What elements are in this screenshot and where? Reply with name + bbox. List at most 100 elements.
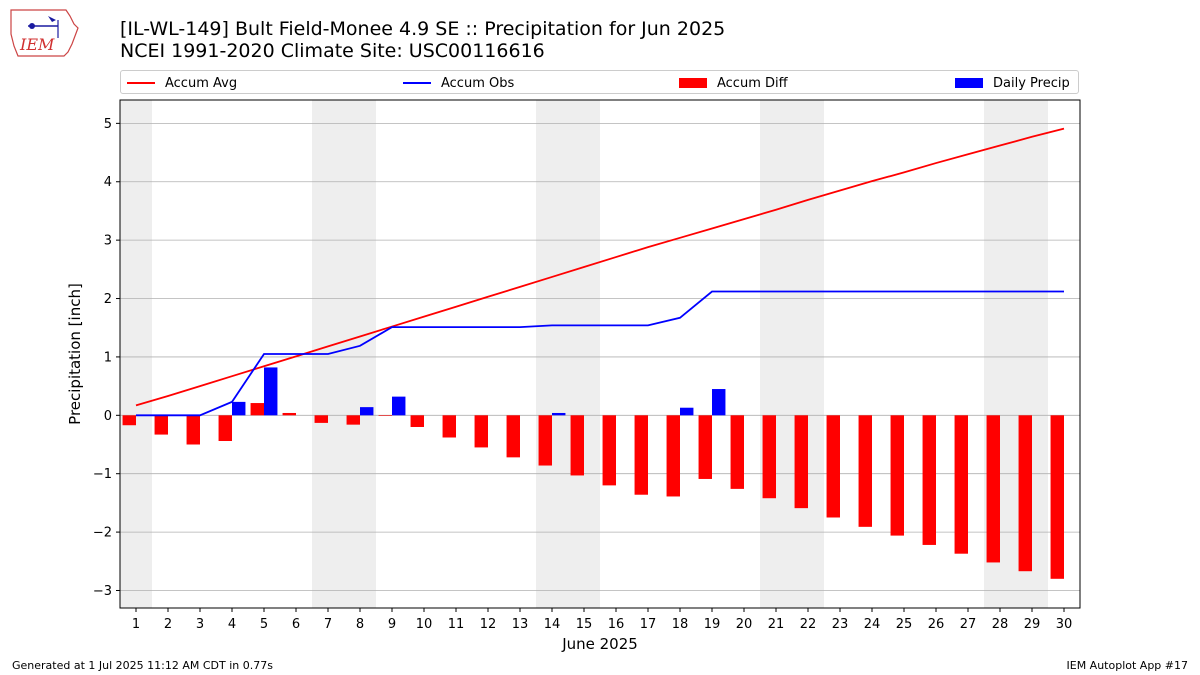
x-tick-label-14: 14 <box>544 617 561 632</box>
y-axis-label: Precipitation [inch] <box>66 283 84 425</box>
x-tick-label-24: 24 <box>864 617 881 632</box>
accum-avg-line <box>135 127 1065 407</box>
accum-diff-bar-7 <box>314 415 328 423</box>
plot-frame <box>119 99 1081 609</box>
accum-diff-bar-26 <box>922 415 936 545</box>
accum-diff-bar-11 <box>442 415 456 438</box>
accum-diff-bar-20 <box>730 415 744 489</box>
accum-diff-bar-19 <box>698 415 712 479</box>
generated-timestamp: Generated at 1 Jul 2025 11:12 AM CDT in … <box>12 659 273 672</box>
legend-label-daily-precip: Daily Precip <box>993 75 1070 91</box>
y-tick-label-1: 1 <box>104 350 112 365</box>
x-tick-label-3: 3 <box>196 617 204 632</box>
iowa-outline-icon <box>10 9 79 57</box>
legend-item-accum-avg: Accum Avg <box>127 74 237 92</box>
legend-item-daily-precip: Daily Precip <box>955 74 1070 92</box>
accum-diff-bar-14 <box>538 415 552 466</box>
legend-swatch-accum-obs <box>403 82 431 84</box>
accum-diff-bar-5 <box>250 403 264 416</box>
x-tick-label-7: 7 <box>324 617 332 632</box>
accum-obs-line <box>136 290 1064 417</box>
accum-diff-bar-25 <box>890 415 904 536</box>
accum-diff-bar-12 <box>474 415 488 448</box>
accum-diff-bar-10 <box>410 415 424 427</box>
x-tick-label-16: 16 <box>608 617 625 632</box>
accum-diff-bar-13 <box>506 415 520 458</box>
plot-border <box>119 99 1081 609</box>
y-tick-label-4: 4 <box>104 175 112 190</box>
accum-diff-bar-21 <box>762 415 776 499</box>
x-tick-label-18: 18 <box>672 617 689 632</box>
daily-precip-bar-14 <box>552 412 566 416</box>
accum-diff-bar-30 <box>1050 415 1064 579</box>
y-tick-label--3: −3 <box>93 584 112 599</box>
weekend-band-22 <box>792 100 824 608</box>
x-tick-label-28: 28 <box>992 617 1009 632</box>
accum-diff-bar-23 <box>826 415 840 518</box>
legend-swatch-accum-diff <box>679 78 707 88</box>
accum-diff-bar-3 <box>186 415 200 445</box>
x-tick-label-25: 25 <box>896 617 913 632</box>
x-tick-label-21: 21 <box>768 617 785 632</box>
legend: Accum Avg Accum Obs Accum Diff Daily Pre… <box>120 70 1079 94</box>
daily-precip-bar-18 <box>680 407 694 416</box>
x-tick-label-10: 10 <box>416 617 433 632</box>
legend-swatch-daily-precip <box>955 78 983 88</box>
legend-swatch-accum-avg <box>127 82 155 84</box>
accum-diff-bar-27 <box>954 415 968 554</box>
legend-label-accum-diff: Accum Diff <box>717 75 788 91</box>
x-tick-label-19: 19 <box>704 617 721 632</box>
legend-label-accum-obs: Accum Obs <box>441 75 515 91</box>
axis-ticks: 1 2 3 4 5 6 7 8 9 10 11 12 13 14 15 16 17 18 19 20 21 22 23 24 2… <box>93 117 1072 632</box>
accum-diff-bar-28 <box>986 415 1000 563</box>
chart-title: [IL-WL-149] Bult Field-Monee 4.9 SE :: P… <box>120 18 726 40</box>
chart-subtitle: NCEI 1991-2020 Climate Site: USC00116616 <box>120 40 545 62</box>
series-lines <box>135 127 1065 417</box>
x-tick-label-22: 22 <box>800 617 817 632</box>
accum-diff-bar-29 <box>1018 415 1032 572</box>
accum-diff-bar-8 <box>346 415 360 425</box>
accum-diff-bar-9 <box>378 415 392 416</box>
weekend-band-14 <box>536 100 568 608</box>
accum-diff-bar-17 <box>634 415 648 495</box>
daily-precip-bar-4 <box>232 401 246 416</box>
bars <box>122 367 1064 579</box>
weekend-band-21 <box>760 100 792 608</box>
x-tick-label-23: 23 <box>832 617 849 632</box>
accum-diff-bar-1 <box>122 415 136 426</box>
weekend-band-8 <box>344 100 376 608</box>
accum-diff-bar-16 <box>602 415 616 486</box>
accum-diff-bar-22 <box>794 415 808 509</box>
x-tick-label-6: 6 <box>292 617 300 632</box>
legend-item-accum-obs: Accum Obs <box>403 74 514 92</box>
daily-precip-bar-19 <box>712 389 726 416</box>
x-tick-label-13: 13 <box>512 617 529 632</box>
weekend-band-1 <box>120 100 152 608</box>
x-tick-label-20: 20 <box>736 617 753 632</box>
x-tick-label-12: 12 <box>480 617 497 632</box>
y-tick-label-3: 3 <box>104 234 112 249</box>
daily-precip-bar-8 <box>360 407 374 416</box>
x-tick-label-8: 8 <box>356 617 364 632</box>
app-credit: IEM Autoplot App #17 <box>1066 659 1189 672</box>
accum-diff-bar-4 <box>218 415 232 442</box>
y-tick-label-0: 0 <box>104 409 112 424</box>
legend-item-accum-diff: Accum Diff <box>679 74 788 92</box>
y-tick-label-5: 5 <box>104 117 112 132</box>
x-tick-label-29: 29 <box>1024 617 1041 632</box>
accum-diff-bar-24 <box>858 415 872 527</box>
x-tick-label-11: 11 <box>448 617 465 632</box>
iem-logo: IEM <box>8 6 80 58</box>
legend-label-accum-avg: Accum Avg <box>165 75 238 91</box>
accum-diff-bar-2 <box>154 415 168 435</box>
x-tick-label-30: 30 <box>1056 617 1073 632</box>
y-tick-label-2: 2 <box>104 292 112 307</box>
x-tick-label-17: 17 <box>640 617 657 632</box>
x-axis-label: June 2025 <box>561 635 638 653</box>
daily-precip-bar-5 <box>264 367 278 416</box>
x-tick-label-27: 27 <box>960 617 977 632</box>
y-tick-label--1: −1 <box>93 467 112 482</box>
accum-diff-bar-6 <box>282 412 296 416</box>
daily-precip-bar-9 <box>392 396 406 416</box>
